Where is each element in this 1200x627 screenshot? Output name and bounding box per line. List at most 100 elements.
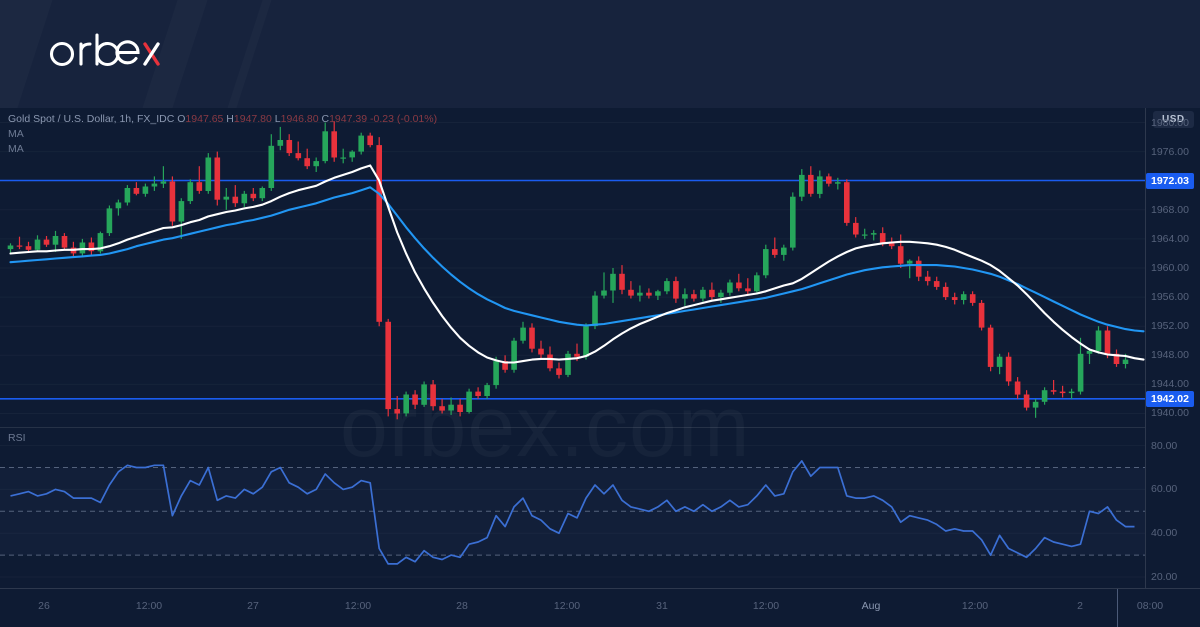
candlestick xyxy=(951,292,958,305)
candlestick xyxy=(996,353,1003,375)
candlestick xyxy=(835,177,841,190)
pane-divider xyxy=(0,427,1145,428)
candlestick xyxy=(691,289,697,302)
price-pane[interactable] xyxy=(0,108,1145,428)
time-axis[interactable]: 26 12:00 27 12:00 28 12:00 31 12:00 Aug 12:00 2 08:… xyxy=(0,588,1200,627)
candlestick xyxy=(853,217,859,238)
candlestick xyxy=(1059,385,1066,398)
candlestick xyxy=(160,166,167,188)
candlestick xyxy=(367,132,373,148)
candlestick xyxy=(223,188,230,210)
candlestick xyxy=(565,350,571,378)
time-tick-label: 31 xyxy=(656,600,668,612)
price-axis[interactable]: USD 1980.001976.001972.001968.001964.001… xyxy=(1145,108,1200,627)
candlestick xyxy=(502,355,508,373)
rsi-svg xyxy=(0,460,1145,565)
candlestick xyxy=(844,179,850,226)
trading-chart[interactable]: orbex.com Gold Spot / U.S. Dollar, 1h, F… xyxy=(0,108,1200,627)
candlestick xyxy=(232,185,239,207)
candlestick xyxy=(538,340,544,359)
crosshair-line xyxy=(1117,589,1118,627)
time-tick-label: 08:00 xyxy=(1136,600,1164,612)
candlestick xyxy=(187,179,194,204)
candlestick xyxy=(1086,348,1093,364)
chart-plot-area[interactable]: orbex.com Gold Spot / U.S. Dollar, 1h, F… xyxy=(0,108,1145,627)
candlestick xyxy=(870,230,877,241)
candlestick xyxy=(897,234,904,268)
candlestick xyxy=(556,362,562,379)
candlestick xyxy=(52,230,59,252)
candlestick xyxy=(1095,326,1102,354)
candlestick xyxy=(763,244,769,279)
candlestick xyxy=(16,236,23,250)
candlestick xyxy=(241,190,248,207)
candlestick xyxy=(601,272,607,299)
candlestick xyxy=(250,188,257,202)
candlestick xyxy=(439,398,445,414)
time-axis-line xyxy=(0,588,1200,589)
candlestick xyxy=(637,285,643,302)
candlestick xyxy=(457,398,463,417)
candlestick xyxy=(88,237,95,255)
candlestick xyxy=(421,381,427,407)
candlestick xyxy=(969,291,976,306)
symbol-title-row: Gold Spot / U.S. Dollar, 1h, FX_IDC O194… xyxy=(8,112,437,127)
candlestick xyxy=(1077,337,1084,395)
time-tick-label: 26 xyxy=(38,600,50,612)
candlestick xyxy=(448,397,454,415)
candlestick xyxy=(106,205,113,236)
candlestick xyxy=(781,244,787,261)
candlestick xyxy=(7,243,14,253)
candlestick xyxy=(1014,377,1021,399)
ohlc-value: 1946.80 xyxy=(280,113,319,125)
candlestick xyxy=(1041,387,1048,405)
rsi-tick-label: 60.00 xyxy=(1151,483,1178,496)
candlestick xyxy=(430,380,436,411)
orbex-logo[interactable] xyxy=(48,28,166,72)
candlestick xyxy=(790,192,796,251)
ohlc-value: 1947.65 xyxy=(185,113,224,125)
candlestick xyxy=(906,259,913,279)
candlestick xyxy=(700,286,706,302)
price-tick-label: 1956.00 xyxy=(1151,291,1189,304)
candlestick xyxy=(277,126,284,151)
candlestick xyxy=(1050,380,1057,395)
candlestick xyxy=(403,391,409,417)
candlestick xyxy=(933,276,940,290)
candlestick xyxy=(511,337,517,373)
page-header xyxy=(0,0,1200,108)
symbol-title: Gold Spot / U.S. Dollar, 1h, FX_IDC xyxy=(8,113,175,125)
candlestick xyxy=(142,183,149,197)
candlestick xyxy=(861,228,868,239)
orbex-logo-icon xyxy=(49,33,160,67)
candlestick xyxy=(151,176,158,191)
rsi-pane[interactable] xyxy=(0,428,1145,588)
candlestick xyxy=(960,291,967,305)
candlestick xyxy=(1005,352,1012,386)
candlestick xyxy=(1113,349,1120,367)
candlestick xyxy=(718,289,724,303)
candlestick xyxy=(727,279,733,296)
candlestick xyxy=(1068,388,1075,399)
price-level-badge[interactable]: 1942.02 xyxy=(1146,390,1194,407)
candlestick xyxy=(942,282,949,300)
candlestick xyxy=(475,387,481,399)
candlestick xyxy=(97,231,104,254)
candlestick xyxy=(583,323,589,360)
price-tick-label: 1976.00 xyxy=(1151,145,1189,158)
candlestick xyxy=(322,122,328,164)
candlestick xyxy=(79,238,86,258)
candlestick xyxy=(376,137,382,327)
ohlc-key: H xyxy=(223,113,234,125)
candlestick xyxy=(133,182,140,196)
price-level-badge[interactable]: 1972.03 xyxy=(1146,172,1194,189)
currency-badge[interactable]: USD xyxy=(1153,111,1194,128)
time-tick-label: 12:00 xyxy=(752,600,780,612)
candlestick xyxy=(358,132,364,155)
candlestick xyxy=(43,236,50,247)
candlestick xyxy=(529,323,535,353)
candlestick xyxy=(619,265,625,295)
candlestick xyxy=(313,157,319,172)
chart-legend: Gold Spot / U.S. Dollar, 1h, FX_IDC O194… xyxy=(8,112,437,157)
candlestick xyxy=(673,276,679,303)
